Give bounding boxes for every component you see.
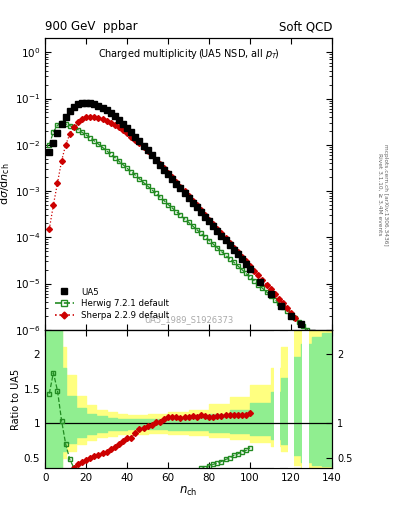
X-axis label: $n_\mathrm{ch}$: $n_\mathrm{ch}$ [179,485,198,498]
UA5 [51,140,56,146]
Line: Herwig 7.2.1 default: Herwig 7.2.1 default [49,123,324,345]
Herwig 7.2.1 default [117,158,121,164]
Sherpa 2.2.9 default [264,282,269,288]
Herwig 7.2.1 default [207,238,211,244]
Y-axis label: $\mathrm{d}\sigma/\mathrm{d}n_\mathrm{ch}$: $\mathrm{d}\sigma/\mathrm{d}n_\mathrm{ch… [0,163,12,205]
Sherpa 2.2.9 default [100,116,105,122]
Legend: UA5, Herwig 7.2.1 default, Sherpa 2.2.9 default: UA5, Herwig 7.2.1 default, Sherpa 2.2.9 … [52,285,172,323]
Text: mcplots.cern.ch [arXiv:1306.3436]: mcplots.cern.ch [arXiv:1306.3436] [383,144,387,245]
Y-axis label: Ratio to UA5: Ratio to UA5 [11,369,21,430]
Line: UA5: UA5 [47,100,314,336]
Sherpa 2.2.9 default [47,226,51,232]
Line: Sherpa 2.2.9 default: Sherpa 2.2.9 default [49,117,295,318]
Sherpa 2.2.9 default [137,140,142,146]
Sherpa 2.2.9 default [198,207,203,213]
Herwig 7.2.1 default [112,155,117,161]
Bar [274,330,280,468]
Sherpa 2.2.9 default [108,120,113,126]
UA5 [198,209,203,215]
Text: UA5_1989_S1926373: UA5_1989_S1926373 [144,315,233,324]
Text: Charged multiplicity$\,$($\!$UA5 NSD, all $p_T$$\!$): Charged multiplicity$\,$($\!$UA5 NSD, al… [98,47,279,61]
UA5 [178,185,183,191]
UA5 [133,134,138,140]
UA5 [223,237,228,243]
Text: Rivet 3.1.10, ≥ 3.4M events: Rivet 3.1.10, ≥ 3.4M events [377,153,382,236]
Herwig 7.2.1 default [211,241,216,247]
Text: Soft QCD: Soft QCD [279,20,332,33]
UA5 [47,149,51,155]
Herwig 7.2.1 default [47,142,51,148]
UA5 [84,99,88,105]
Sherpa 2.2.9 default [293,315,298,321]
Text: 900 GeV  ppbar: 900 GeV ppbar [45,20,138,33]
Bar [302,330,309,468]
Herwig 7.2.1 default [321,342,326,348]
UA5 [309,330,314,336]
Bar [288,330,294,468]
Herwig 7.2.1 default [166,202,171,208]
Herwig 7.2.1 default [59,120,64,126]
Herwig 7.2.1 default [297,318,302,325]
Sherpa 2.2.9 default [182,188,187,195]
UA5 [190,200,195,206]
Sherpa 2.2.9 default [88,114,93,120]
